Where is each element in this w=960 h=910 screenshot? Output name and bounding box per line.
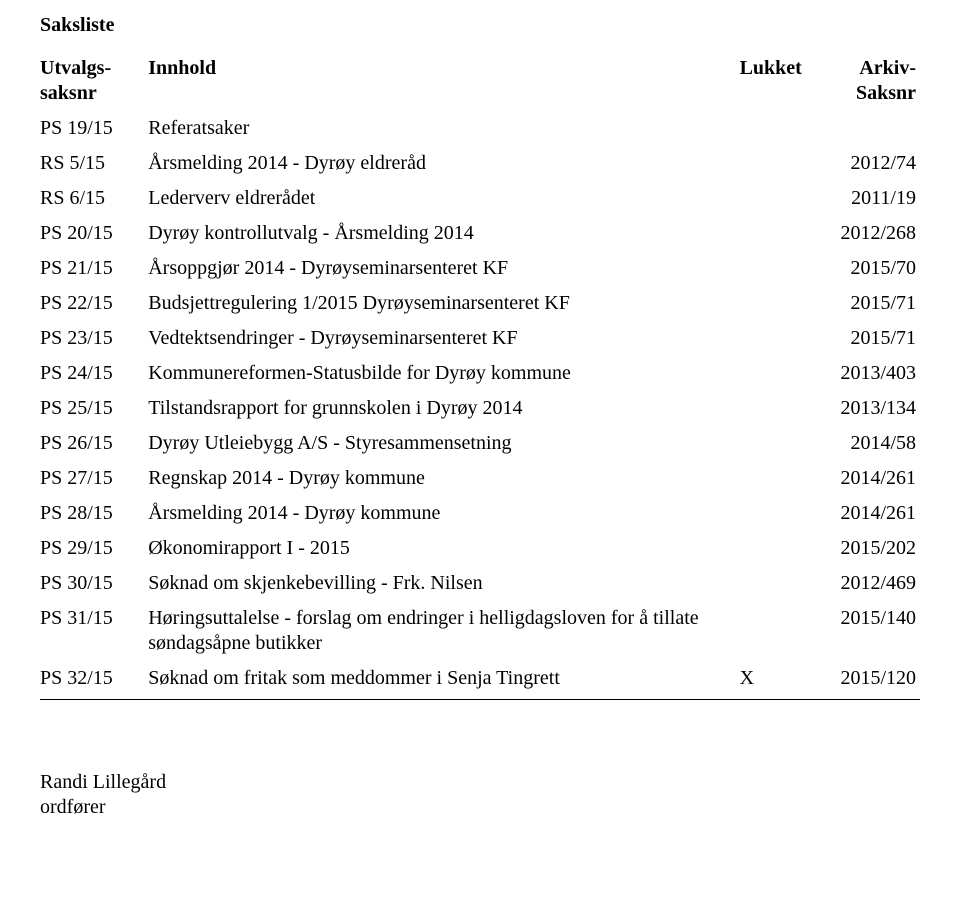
col-arkivsaksnr-line1: Arkiv- bbox=[859, 57, 916, 79]
cell-utvalgssaksnr: PS 20/15 bbox=[40, 216, 148, 251]
table-row: PS 26/15Dyrøy Utleiebygg A/S - Styresamm… bbox=[40, 426, 920, 461]
signature-title: ordfører bbox=[40, 795, 920, 820]
table-row: PS 32/15Søknad om fritak som meddommer i… bbox=[40, 661, 920, 700]
cell-lukket bbox=[740, 566, 820, 601]
cell-innhold: Årsoppgjør 2014 - Dyrøyseminarsenteret K… bbox=[148, 251, 739, 286]
table-row: PS 23/15Vedtektsendringer - Dyrøyseminar… bbox=[40, 321, 920, 356]
col-innhold: Innhold bbox=[148, 51, 739, 111]
cell-lukket bbox=[740, 216, 820, 251]
table-row: PS 25/15Tilstandsrapport for grunnskolen… bbox=[40, 391, 920, 426]
cell-innhold: Kommunereformen-Statusbilde for Dyrøy ko… bbox=[148, 356, 739, 391]
cell-arkivsaksnr: 2015/71 bbox=[820, 286, 920, 321]
cell-utvalgssaksnr: PS 22/15 bbox=[40, 286, 148, 321]
cell-lukket bbox=[740, 601, 820, 661]
cell-arkivsaksnr: 2015/202 bbox=[820, 531, 920, 566]
cell-arkivsaksnr: 2015/70 bbox=[820, 251, 920, 286]
cell-innhold: Tilstandsrapport for grunnskolen i Dyrøy… bbox=[148, 391, 739, 426]
table-row: PS 29/15Økonomirapport I - 2015 2015/202 bbox=[40, 531, 920, 566]
table-row: PS 24/15Kommunereformen-Statusbilde for … bbox=[40, 356, 920, 391]
cell-lukket bbox=[740, 531, 820, 566]
cell-utvalgssaksnr: PS 23/15 bbox=[40, 321, 148, 356]
cell-arkivsaksnr: 2015/140 bbox=[820, 601, 920, 661]
cell-utvalgssaksnr: PS 27/15 bbox=[40, 461, 148, 496]
col-arkivsaksnr-line2: Saksnr bbox=[856, 82, 916, 104]
cell-innhold: Økonomirapport I - 2015 bbox=[148, 531, 739, 566]
cell-innhold: Vedtektsendringer - Dyrøyseminarsenteret… bbox=[148, 321, 739, 356]
cell-arkivsaksnr: 2013/403 bbox=[820, 356, 920, 391]
cell-utvalgssaksnr: PS 30/15 bbox=[40, 566, 148, 601]
cell-innhold: Høringsuttalelse - forslag om endringer … bbox=[148, 601, 739, 661]
table-row: PS 20/15Dyrøy kontrollutvalg - Årsmeldin… bbox=[40, 216, 920, 251]
cell-arkivsaksnr: 2014/58 bbox=[820, 426, 920, 461]
cell-arkivsaksnr bbox=[820, 111, 920, 146]
cell-arkivsaksnr: 2014/261 bbox=[820, 496, 920, 531]
cell-utvalgssaksnr: PS 19/15 bbox=[40, 111, 148, 146]
cell-lukket bbox=[740, 251, 820, 286]
signature-name: Randi Lillegård bbox=[40, 770, 920, 795]
cell-lukket bbox=[740, 426, 820, 461]
cell-lukket bbox=[740, 496, 820, 531]
cell-arkivsaksnr: 2011/19 bbox=[820, 181, 920, 216]
cell-utvalgssaksnr: PS 25/15 bbox=[40, 391, 148, 426]
cell-utvalgssaksnr: PS 29/15 bbox=[40, 531, 148, 566]
cell-utvalgssaksnr: PS 24/15 bbox=[40, 356, 148, 391]
cell-innhold: Budsjettregulering 1/2015 Dyrøyseminarse… bbox=[148, 286, 739, 321]
table-row: PS 30/15Søknad om skjenkebevilling - Frk… bbox=[40, 566, 920, 601]
cell-arkivsaksnr: 2012/268 bbox=[820, 216, 920, 251]
col-utvalgssaksnr-line2: saksnr bbox=[40, 82, 97, 104]
cell-innhold: Årsmelding 2014 - Dyrøy kommune bbox=[148, 496, 739, 531]
cell-lukket: X bbox=[740, 661, 820, 700]
cell-arkivsaksnr: 2015/120 bbox=[820, 661, 920, 700]
table-row: PS 22/15Budsjettregulering 1/2015 Dyrøys… bbox=[40, 286, 920, 321]
cell-arkivsaksnr: 2014/261 bbox=[820, 461, 920, 496]
cell-innhold: Søknad om skjenkebevilling - Frk. Nilsen bbox=[148, 566, 739, 601]
cell-innhold: Årsmelding 2014 - Dyrøy eldreråd bbox=[148, 146, 739, 181]
cell-innhold: Dyrøy Utleiebygg A/S - Styresammensetnin… bbox=[148, 426, 739, 461]
cell-lukket bbox=[740, 111, 820, 146]
cell-lukket bbox=[740, 286, 820, 321]
table-header-row: Utvalgs- saksnr Innhold Lukket Arkiv- Sa… bbox=[40, 51, 920, 111]
cell-utvalgssaksnr: PS 31/15 bbox=[40, 601, 148, 661]
cell-arkivsaksnr: 2013/134 bbox=[820, 391, 920, 426]
saksliste-table: Utvalgs- saksnr Innhold Lukket Arkiv- Sa… bbox=[40, 51, 920, 700]
table-row: RS 6/15Lederverv eldrerådet 2011/19 bbox=[40, 181, 920, 216]
cell-lukket bbox=[740, 461, 820, 496]
cell-arkivsaksnr: 2015/71 bbox=[820, 321, 920, 356]
cell-utvalgssaksnr: PS 28/15 bbox=[40, 496, 148, 531]
table-row: PS 21/15Årsoppgjør 2014 - Dyrøyseminarse… bbox=[40, 251, 920, 286]
cell-lukket bbox=[740, 391, 820, 426]
cell-innhold: Søknad om fritak som meddommer i Senja T… bbox=[148, 661, 739, 700]
table-row: PS 27/15Regnskap 2014 - Dyrøy kommune 201… bbox=[40, 461, 920, 496]
cell-innhold: Regnskap 2014 - Dyrøy kommune bbox=[148, 461, 739, 496]
col-utvalgssaksnr: Utvalgs- saksnr bbox=[40, 51, 148, 111]
table-row: PS 28/15Årsmelding 2014 - Dyrøy kommune 2… bbox=[40, 496, 920, 531]
cell-utvalgssaksnr: RS 6/15 bbox=[40, 181, 148, 216]
cell-lukket bbox=[740, 356, 820, 391]
signature-block: Randi Lillegård ordfører bbox=[40, 770, 920, 820]
cell-utvalgssaksnr: PS 26/15 bbox=[40, 426, 148, 461]
table-row: PS 19/15Referatsaker bbox=[40, 111, 920, 146]
cell-utvalgssaksnr: PS 32/15 bbox=[40, 661, 148, 700]
cell-innhold: Lederverv eldrerådet bbox=[148, 181, 739, 216]
col-lukket: Lukket bbox=[740, 51, 820, 111]
cell-innhold: Dyrøy kontrollutvalg - Årsmelding 2014 bbox=[148, 216, 739, 251]
page-title: Saksliste bbox=[40, 14, 920, 37]
col-utvalgssaksnr-line1: Utvalgs- bbox=[40, 57, 111, 79]
cell-lukket bbox=[740, 181, 820, 216]
cell-innhold: Referatsaker bbox=[148, 111, 739, 146]
cell-utvalgssaksnr: RS 5/15 bbox=[40, 146, 148, 181]
table-row: RS 5/15Årsmelding 2014 - Dyrøy eldreråd 2… bbox=[40, 146, 920, 181]
cell-arkivsaksnr: 2012/469 bbox=[820, 566, 920, 601]
col-arkivsaksnr: Arkiv- Saksnr bbox=[820, 51, 920, 111]
cell-lukket bbox=[740, 146, 820, 181]
cell-lukket bbox=[740, 321, 820, 356]
cell-arkivsaksnr: 2012/74 bbox=[820, 146, 920, 181]
table-row: PS 31/15Høringsuttalelse - forslag om en… bbox=[40, 601, 920, 661]
cell-utvalgssaksnr: PS 21/15 bbox=[40, 251, 148, 286]
